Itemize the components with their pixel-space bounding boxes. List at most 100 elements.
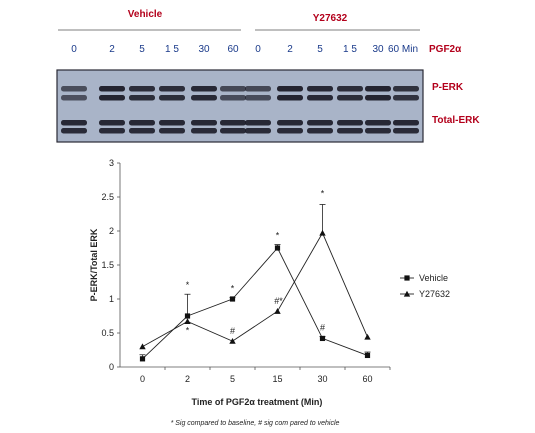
significance-mark: * [186, 280, 190, 290]
treatment-label: PGF2α [429, 44, 462, 55]
series-0: * * * # [139, 231, 371, 362]
y-tick-label: 2.5 [101, 192, 114, 202]
x-tick-label: 15 [272, 374, 282, 384]
p-erk-band [129, 95, 155, 101]
total-erk-band [365, 120, 391, 126]
legend-label: Y27632 [419, 289, 450, 299]
data-point [319, 229, 326, 236]
data-point [184, 318, 191, 325]
p-erk-band [365, 86, 391, 92]
total-erk-band [277, 128, 303, 134]
x-tick-label: 30 [317, 374, 327, 384]
series-1: * # #* * [139, 188, 371, 350]
x-axis-label: Time of PGF2α treatment (Min) [192, 397, 323, 407]
legend-marker [403, 290, 411, 297]
data-point [139, 343, 146, 350]
y-tick-label: 0 [109, 362, 114, 372]
lane-time-label: 5 [317, 44, 323, 55]
lane-time-label: 60 [227, 44, 239, 55]
total-erk-band [99, 128, 125, 134]
data-point [319, 335, 326, 342]
y-tick-label: 1.5 [101, 260, 114, 270]
p-erk-band [191, 86, 217, 92]
y-tick-label: 1 [109, 294, 114, 304]
total-erk-band [220, 128, 246, 134]
p-erk-band [220, 95, 246, 101]
lane-time-label: 1 5 [343, 44, 357, 55]
blot-bands [61, 86, 419, 134]
chart-axes [117, 162, 391, 370]
data-point [139, 356, 146, 362]
total-erk-band [191, 120, 217, 126]
x-tick-label: 5 [230, 374, 235, 384]
x-tick-label: 2 [185, 374, 190, 384]
p-erk-band [337, 86, 363, 92]
p-erk-band [393, 86, 419, 92]
data-point [274, 245, 281, 251]
significance-mark: * [321, 188, 325, 198]
data-point [364, 333, 371, 340]
data-point [229, 337, 236, 344]
y-tick-label: 0.5 [101, 328, 114, 338]
total-erk-band [99, 120, 125, 126]
series-layer: * **#* ##** [139, 188, 371, 362]
total-erk-band [307, 128, 333, 134]
lane-time-label: 0 [71, 44, 77, 55]
p-erk-band [159, 86, 185, 92]
x-tick-label: 60 [362, 374, 372, 384]
total-erk-band [159, 128, 185, 134]
total-erk-band [159, 120, 185, 126]
group-label-vehicle: Vehicle [128, 9, 163, 20]
y-tick-label: 2 [109, 226, 114, 236]
lane-time-label: 30 [372, 44, 384, 55]
y-axis-label: P-ERK/Total ERK [89, 228, 99, 301]
lane-time-label: 0 [255, 44, 261, 55]
legend-label: Vehicle [419, 273, 448, 283]
band-label-p-erk: P-ERK [432, 82, 464, 93]
total-erk-band [220, 120, 246, 126]
lane-time-label: 1 5 [165, 44, 179, 55]
data-point [274, 308, 281, 314]
significance-mark: #* [274, 296, 283, 306]
series-line [142, 247, 368, 360]
p-erk-band [99, 95, 125, 101]
total-erk-band [61, 128, 87, 134]
p-erk-band [307, 95, 333, 101]
p-erk-band [307, 86, 333, 92]
p-erk-band [245, 95, 271, 101]
total-erk-band [245, 120, 271, 126]
lane-time-label: 30 [198, 44, 210, 55]
total-erk-band [129, 128, 155, 134]
total-erk-band [307, 120, 333, 126]
footnote: * Sig compared to baseline, # sig com pa… [171, 420, 340, 427]
p-erk-band [277, 95, 303, 101]
p-erk-band [159, 95, 185, 101]
significance-mark: # [320, 322, 325, 332]
x-tick-label: 0 [140, 374, 145, 384]
group-label-y27632: Y27632 [313, 13, 348, 24]
lane-time-label: 2 [287, 44, 293, 55]
line-chart: 00.511.522.53 0 2 5 15 30 60 P-ERK/Total ERK … [89, 158, 450, 427]
p-erk-band [191, 95, 217, 101]
significance-mark: * [276, 231, 280, 241]
significance-mark: * [231, 284, 235, 294]
time-labels: 0 2 5 1 5 30 60 0 2 5 1 5 30 60 Min [71, 44, 418, 55]
y-tick-label: 3 [109, 158, 114, 168]
x-tick-labels: 0 2 5 15 30 60 [140, 374, 373, 384]
data-point [184, 313, 191, 319]
total-erk-band [365, 128, 391, 134]
significance-mark: * [186, 325, 190, 335]
total-erk-band [245, 128, 271, 134]
data-point [364, 352, 371, 359]
total-erk-band [191, 128, 217, 134]
band-label-total-erk: Total-ERK [432, 115, 480, 126]
data-point [229, 296, 236, 302]
legend-marker [404, 275, 410, 281]
p-erk-band [245, 86, 271, 92]
p-erk-band [277, 86, 303, 92]
p-erk-band [365, 95, 391, 101]
lane-time-label: 5 [139, 44, 145, 55]
p-erk-band [337, 95, 363, 101]
p-erk-band [61, 95, 87, 101]
